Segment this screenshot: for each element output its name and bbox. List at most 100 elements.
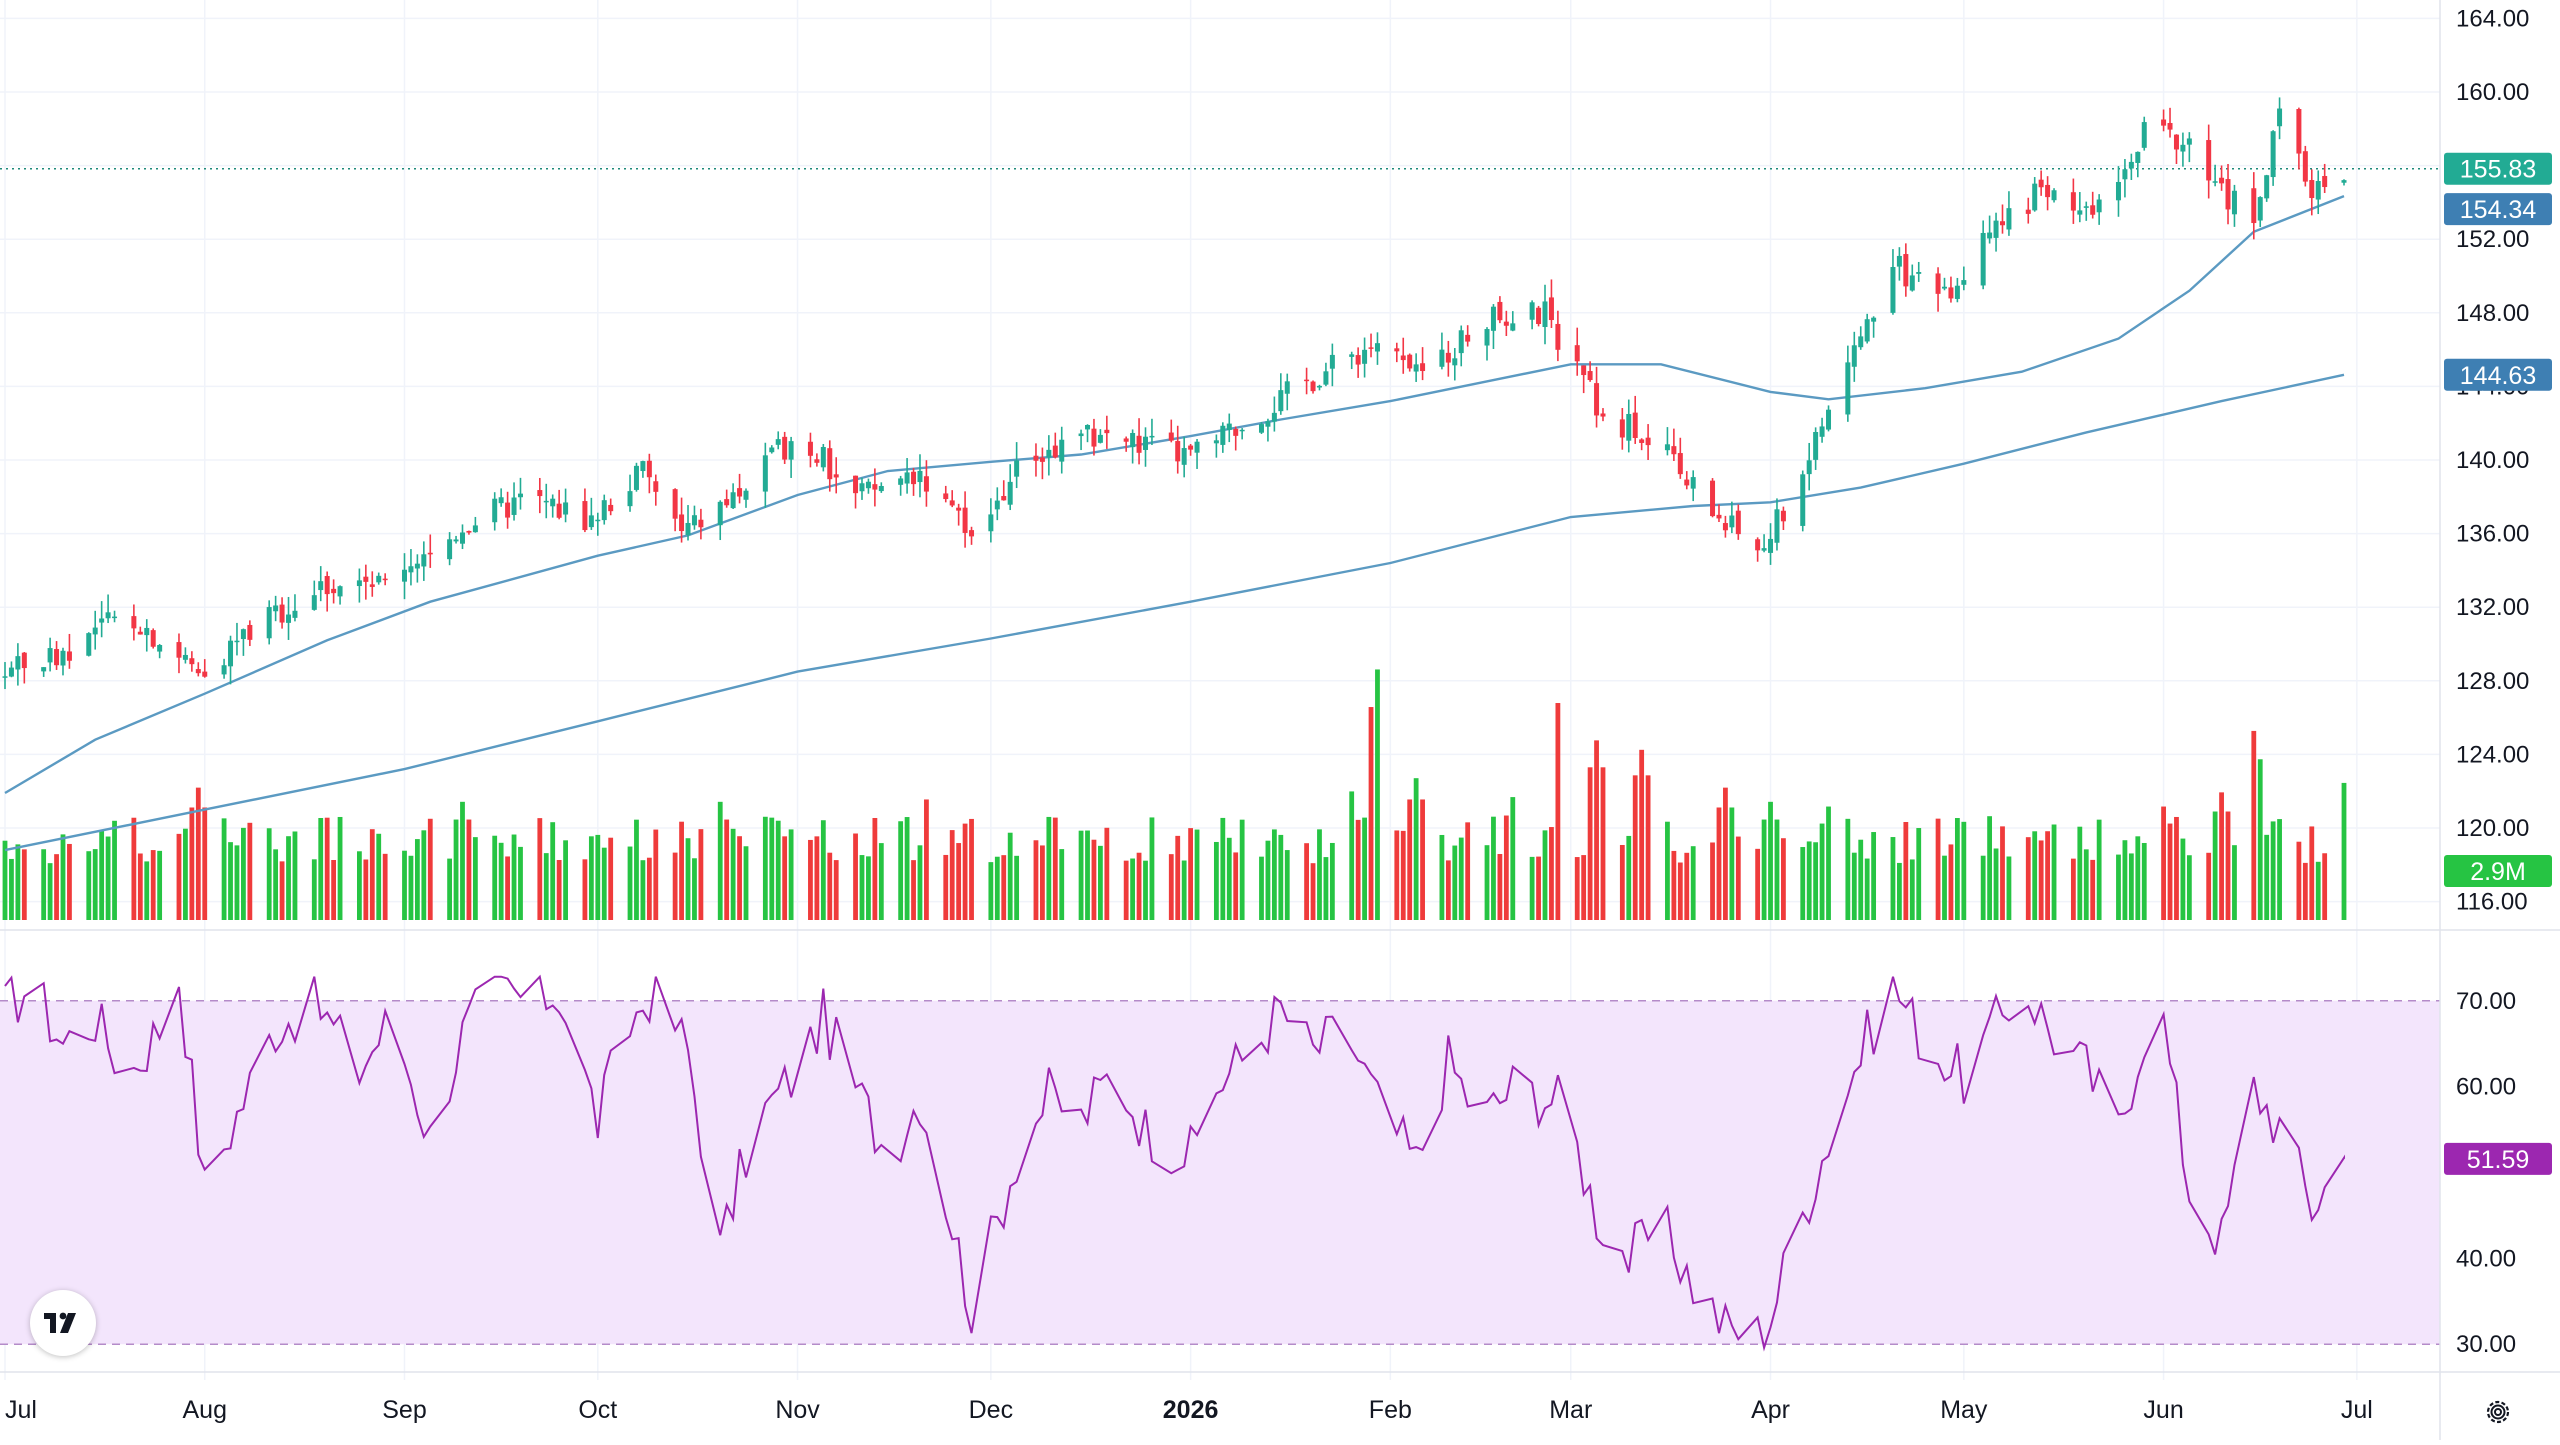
volume-bar [105,836,111,920]
candle-body [1001,496,1007,501]
candle-body [453,539,459,542]
volume-bar [1491,816,1496,920]
candle-body [1465,334,1471,342]
volume-bar [1497,854,1503,920]
candle-body [1445,352,1451,363]
volume-bar [1465,822,1471,920]
volume-bar [1510,797,1516,920]
candle-body [1935,273,1941,294]
volume-bar [1143,860,1148,920]
price-tick-label: 160.00 [2456,79,2529,106]
candle-body [1188,445,1194,450]
volume-bar [1755,848,1761,920]
volume-bar [698,829,704,920]
price-scale-labels: 155.83 154.34 144.63 2.9M 51.59 [2444,152,2552,1175]
candle-body [1903,254,1909,287]
volume-bar [601,847,607,920]
price-tick-label: 116.00 [2456,889,2528,916]
volume-bar [730,828,736,920]
candle-body [2341,180,2347,183]
volume-bar [505,856,510,920]
volume-bar [2232,845,2237,920]
candle-body [1355,355,1361,365]
candle-body [150,630,156,647]
candle-body [1896,255,1902,267]
volume-bar [1665,821,1670,920]
candle-body [1954,285,1960,299]
volume-bar [266,828,272,920]
price-tick-label: 164.00 [2456,5,2529,32]
candle-body [1851,345,1857,367]
candle-body [1864,319,1870,342]
candle-body [2180,144,2186,152]
volume-bar [324,817,330,920]
volume-bar [2045,831,2050,920]
candle-body [717,501,723,526]
rsi-tick-label: 30.00 [2456,1331,2516,1358]
candle-body [221,665,227,675]
volume-bar [1375,669,1380,920]
candle-body [356,580,362,587]
volume-bar [1452,845,1458,920]
candle-body [1548,297,1554,321]
volume-bar [1632,775,1638,920]
volume-bar [1961,821,1967,920]
candle-body [1220,425,1226,445]
candle-body [827,448,833,480]
candle-body [2206,140,2212,181]
price-tick-label: 140.00 [2456,447,2529,474]
candle-body [1239,429,1245,432]
volume-bar [1329,842,1335,920]
volume-bar [588,836,594,920]
rsi-band [0,1000,2440,1345]
candle-body [1510,323,1516,331]
candle-body [189,658,195,665]
settings-button[interactable] [2478,1392,2518,1432]
candle-body [2251,188,2257,224]
candle-body [408,566,414,573]
candle-body [743,490,749,500]
volume-bar [1085,830,1090,920]
volume-bar [1213,841,1219,920]
candle-body [1722,523,1728,531]
time-tick-label: 2026 [1163,1396,1219,1424]
volume-bar [537,818,543,920]
candle-body [318,581,324,591]
volume-bar [21,849,27,920]
candle-body [1413,364,1419,372]
candle-body [1639,439,1645,443]
candle-body [820,446,826,468]
volume-bar [1626,835,1632,920]
time-tick-label: Feb [1369,1396,1412,1424]
volume-bar [15,844,21,920]
candle-body [1690,477,1696,489]
price-candles [2,97,2347,690]
tradingview-logo[interactable] [30,1290,96,1356]
candle-body [292,610,298,618]
candle-body [131,616,137,629]
volume-bar [808,839,813,920]
candle-body [273,605,279,612]
volume-bar [447,858,453,920]
candle-body [54,649,60,666]
volume-bar [608,837,614,920]
volume-bar [2219,792,2224,920]
volume-bar [1619,844,1625,920]
volume-bar [511,834,517,920]
candle-body [86,633,92,656]
volume-bar [1040,845,1045,920]
candle-body [1091,428,1097,447]
ma-slow-line [4,373,2345,852]
candle-body [363,576,369,582]
volume-bar [1413,778,1419,920]
volume-bar [421,830,427,920]
volume-bar [2225,811,2231,920]
candle-body [427,552,433,555]
volume-bar [376,833,382,920]
candle-body [1800,474,1806,526]
candle-body [2264,175,2270,199]
volume-bar [2083,849,2089,920]
candle-body [105,612,111,619]
